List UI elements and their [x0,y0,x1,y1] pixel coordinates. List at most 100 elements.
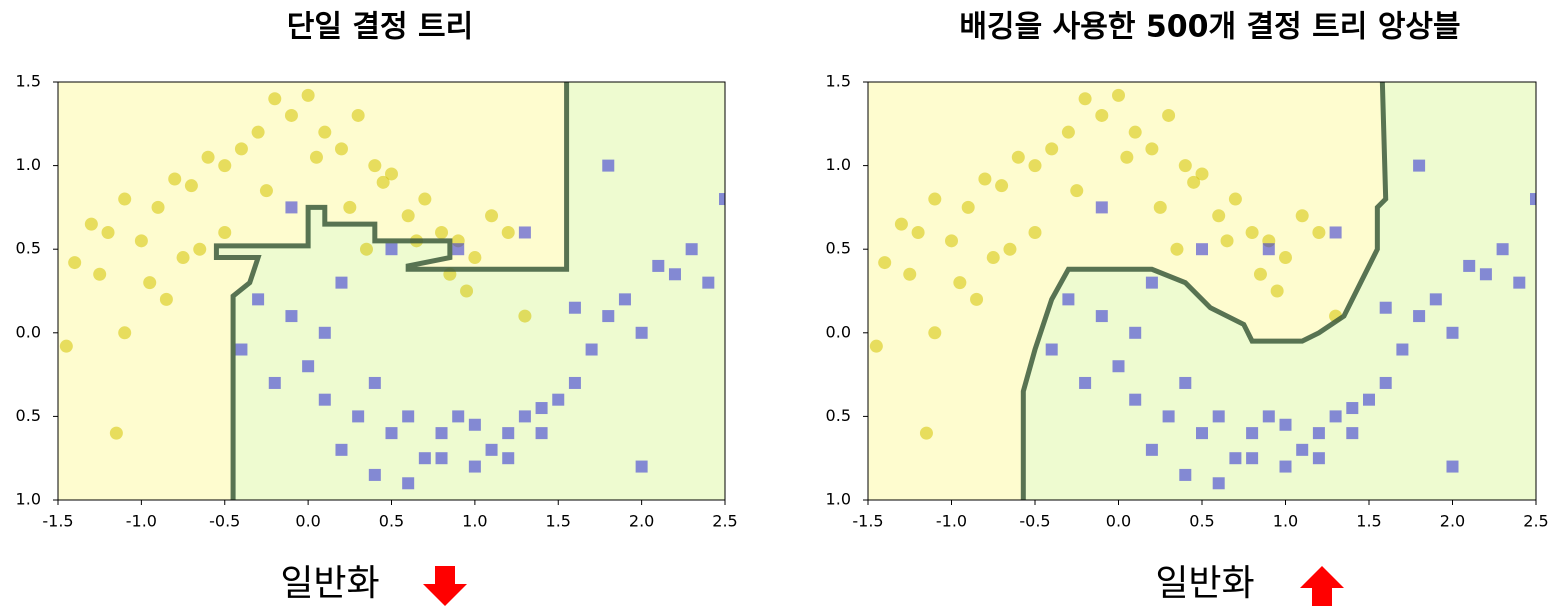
point [1513,276,1526,289]
point [468,251,482,265]
point [1028,225,1042,239]
x-tick-label: 1.5 [546,512,571,531]
point [1363,393,1375,406]
point [143,276,157,290]
point [101,225,115,239]
point [1446,326,1459,339]
point [970,292,984,306]
point [1346,402,1359,415]
point [168,172,182,186]
point [1228,192,1242,206]
y-tick-label: 0.5 [826,239,851,258]
point [1179,468,1192,481]
point [84,217,98,231]
point [518,309,532,323]
point [452,243,465,256]
x-tick-label: 0.0 [295,512,320,531]
point [435,225,449,239]
point [1396,343,1409,356]
point [485,209,499,223]
point [1245,225,1259,239]
boundary [1020,82,1389,500]
point [318,326,331,339]
point [184,179,198,193]
point [635,326,648,339]
y-labels: 1.5 1.0 0.5 0.0 -0.5 -1.0 [15,72,41,509]
point [460,284,474,298]
y-tick-label: -0.5 [820,406,851,425]
point [1413,159,1426,172]
point [1129,393,1142,406]
x-tick-label: -1.0 [126,512,157,531]
point [919,426,933,440]
point [1279,251,1292,265]
point [552,393,565,406]
chart: 단일 결정 트리-1.5 -1.0 -0.5 0.0 0.5 1.0 1.5 2.0 2.51.… [15,10,738,606]
point [1011,150,1025,164]
point [928,192,942,206]
caption: 일반화 [1155,563,1254,604]
point [1212,410,1225,423]
point [535,427,548,440]
chart: 배깅을 사용한 500개 결정 트리 앙상블-1.5 -1.0 -0.5 0.0 0.5… [820,10,1549,606]
point [1379,376,1392,389]
point [1312,225,1326,239]
x-tick-label: 1.0 [462,512,487,531]
point [1496,243,1509,256]
point [518,226,531,239]
point [359,242,373,256]
point [602,310,615,323]
point [259,184,273,198]
point [995,179,1009,193]
point [1170,242,1184,256]
point [1530,193,1536,206]
point [318,393,331,406]
point [402,477,415,490]
point [1312,427,1325,440]
point [201,150,215,164]
point [635,460,648,473]
point [343,200,357,214]
point [1179,376,1192,389]
point [235,343,248,356]
point [1246,427,1259,440]
point [176,251,190,265]
point [435,427,448,440]
boundary [213,82,570,500]
point [1446,460,1459,473]
point [903,267,917,281]
point [352,410,365,423]
point [518,410,531,423]
point [1145,276,1158,289]
point [368,468,381,481]
point [301,88,315,102]
point [568,376,581,389]
point [1153,200,1167,214]
x-tick-label: 1.5 [1356,512,1381,531]
point [1162,410,1175,423]
arrow-icon [1300,566,1344,606]
point [1162,108,1176,122]
point [585,343,598,356]
point [1262,410,1275,423]
point [268,376,281,389]
y-tick-label: 1.5 [16,72,41,91]
x-tick-label: 1.0 [1273,512,1298,531]
point [1479,268,1492,281]
point [218,225,232,239]
point [652,259,665,272]
point [1045,343,1058,356]
point [878,256,892,270]
point [1270,284,1284,298]
x-tick-label: 2.5 [1523,512,1548,531]
point [1120,150,1134,164]
point [376,175,390,189]
point [284,108,298,122]
point [501,225,515,239]
point [1253,267,1267,281]
point [568,301,581,314]
x-tick-label: 2.0 [1440,512,1465,531]
point [1212,477,1225,490]
point [309,150,323,164]
